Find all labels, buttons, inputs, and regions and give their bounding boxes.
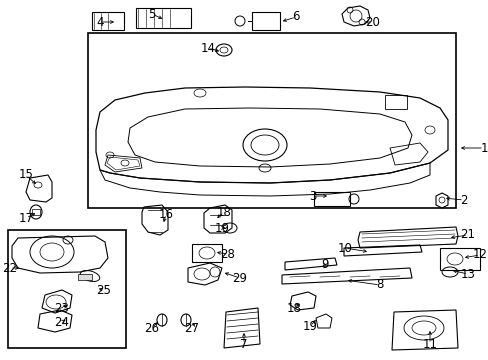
Text: 16: 16 xyxy=(158,207,173,220)
Text: 1: 1 xyxy=(479,141,487,154)
Text: 22: 22 xyxy=(2,261,18,274)
Bar xyxy=(136,8,191,28)
Text: 4: 4 xyxy=(96,15,103,28)
Bar xyxy=(439,248,479,270)
Bar xyxy=(251,12,280,30)
Text: 27: 27 xyxy=(184,321,199,334)
Text: 3: 3 xyxy=(309,189,316,202)
Text: 29: 29 xyxy=(232,271,247,284)
Text: 8: 8 xyxy=(376,279,383,292)
Text: 9: 9 xyxy=(321,258,328,271)
Bar xyxy=(8,230,126,348)
Bar xyxy=(78,274,92,280)
Text: 18: 18 xyxy=(216,206,231,219)
Text: 19: 19 xyxy=(214,221,229,234)
Text: 21: 21 xyxy=(460,229,474,242)
Text: 5: 5 xyxy=(148,8,155,21)
Text: 20: 20 xyxy=(365,15,380,28)
Text: 7: 7 xyxy=(240,338,247,351)
Bar xyxy=(92,12,124,30)
Text: 14: 14 xyxy=(200,41,215,54)
Text: 11: 11 xyxy=(422,338,437,351)
Text: 24: 24 xyxy=(54,315,69,328)
Text: 6: 6 xyxy=(292,10,299,23)
Text: 19: 19 xyxy=(302,320,317,333)
Text: 12: 12 xyxy=(471,248,487,261)
Bar xyxy=(192,244,222,262)
Text: 18: 18 xyxy=(286,302,301,315)
Text: 13: 13 xyxy=(460,267,474,280)
Text: 2: 2 xyxy=(459,194,467,207)
Text: 15: 15 xyxy=(19,168,33,181)
Bar xyxy=(384,95,406,109)
Text: 23: 23 xyxy=(55,302,69,315)
Text: 26: 26 xyxy=(144,321,159,334)
Text: 28: 28 xyxy=(220,248,235,261)
Text: 10: 10 xyxy=(337,242,352,255)
Text: 17: 17 xyxy=(19,211,34,225)
Bar xyxy=(88,33,455,208)
Bar xyxy=(313,192,349,206)
Text: 25: 25 xyxy=(96,284,111,297)
